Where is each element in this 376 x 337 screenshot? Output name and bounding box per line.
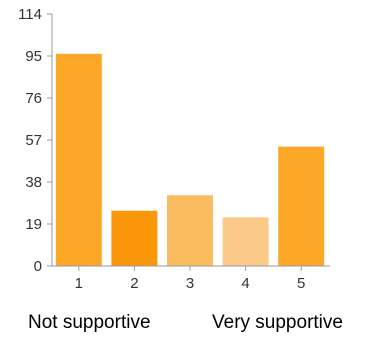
bar-1 [55, 53, 102, 266]
scale-high-label: Very supportive [212, 312, 343, 333]
bar-4 [222, 217, 269, 266]
y-tick-label: 114 [18, 6, 42, 23]
x-tick-label-5: 5 [297, 275, 305, 292]
x-tick-label-4: 4 [241, 275, 249, 292]
bars [55, 53, 325, 266]
x-tick-label-1: 1 [75, 275, 83, 292]
y-tick-label: 57 [25, 132, 42, 149]
bar-2 [111, 210, 158, 266]
bar-3 [167, 195, 213, 266]
y-tick-label: 95 [25, 48, 42, 65]
y-tick-label: 0 [34, 258, 42, 275]
x-axis-ticks: 1 2 3 4 5 [75, 266, 305, 292]
scale-low-label: Not supportive [28, 312, 151, 333]
x-tick-label-3: 3 [186, 275, 194, 292]
y-axis-ticks: 0 19 38 57 76 95 114 [18, 6, 52, 275]
bar-5 [278, 146, 325, 266]
y-tick-label: 76 [25, 90, 42, 107]
y-tick-label: 19 [25, 216, 42, 233]
bar-chart: 0 19 38 57 76 95 114 1 2 3 4 5 [18, 6, 330, 292]
x-tick-label-2: 2 [130, 275, 138, 292]
y-tick-label: 38 [25, 174, 42, 191]
